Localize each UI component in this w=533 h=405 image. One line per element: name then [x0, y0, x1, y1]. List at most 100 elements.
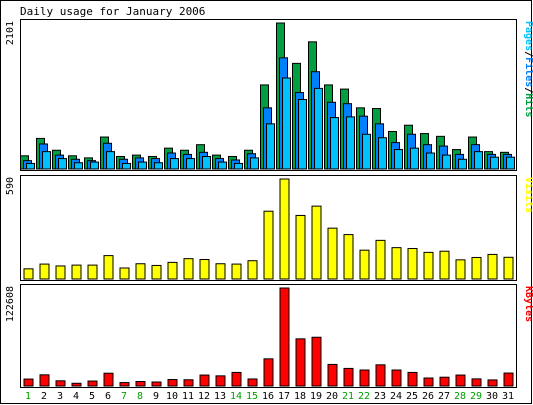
x-tick-label-day-18: 18: [294, 391, 306, 402]
bar-pages-day-23: [378, 137, 387, 170]
bar-visits-day-14: [231, 263, 242, 280]
bar-visits-day-7: [119, 267, 130, 280]
bar-pages-day-3: [58, 158, 67, 170]
bar-kbytes-day-17: [279, 287, 290, 387]
panel-frame-kbytes: [20, 284, 517, 388]
bar-kbytes-day-9: [151, 381, 162, 387]
bar-kbytes-day-11: [183, 379, 194, 387]
bar-visits-day-20: [327, 227, 338, 280]
bar-pages-day-7: [122, 162, 131, 170]
bar-kbytes-day-28: [455, 374, 466, 387]
x-tick-label-day-22: 22: [358, 391, 370, 402]
x-tick-label-day-4: 4: [73, 391, 79, 402]
bar-visits-day-2: [39, 263, 50, 280]
bar-kbytes-day-26: [423, 377, 434, 387]
bar-visits-day-5: [87, 264, 98, 280]
x-tick-label-day-1: 1: [25, 391, 31, 402]
x-tick-label-day-16: 16: [262, 391, 274, 402]
x-tick-label-day-8: 8: [137, 391, 143, 402]
bar-visits-day-3: [55, 265, 66, 280]
bar-pages-day-6: [106, 151, 115, 170]
bar-visits-day-8: [135, 263, 146, 280]
bar-kbytes-day-16: [263, 358, 274, 387]
bar-visits-day-11: [183, 258, 194, 280]
bar-visits-day-1: [23, 268, 34, 280]
x-tick-label-day-6: 6: [105, 391, 111, 402]
bar-visits-day-31: [503, 256, 514, 280]
x-tick-label-day-24: 24: [390, 391, 402, 402]
bar-visits-day-6: [103, 255, 114, 280]
x-tick-label-day-12: 12: [198, 391, 210, 402]
bar-kbytes-day-18: [295, 338, 306, 387]
x-tick-label-day-5: 5: [89, 391, 95, 402]
series-label-part-usage-3: /: [523, 87, 533, 93]
bar-pages-day-2: [42, 151, 51, 170]
bar-pages-day-16: [266, 123, 275, 170]
bar-pages-day-17: [282, 77, 291, 170]
bar-pages-day-30: [490, 156, 499, 170]
bar-kbytes-day-1: [23, 378, 34, 387]
bar-pages-day-28: [458, 158, 467, 170]
bar-visits-day-10: [167, 261, 178, 280]
bar-visits-day-16: [263, 210, 274, 280]
bar-pages-day-12: [202, 155, 211, 170]
x-tick-label-day-7: 7: [121, 391, 127, 402]
x-tick-label-day-2: 2: [41, 391, 47, 402]
bar-visits-day-29: [471, 256, 482, 280]
bar-visits-day-25: [407, 247, 418, 280]
series-label-part-usage-4: Hits: [523, 93, 533, 117]
bar-visits-day-17: [279, 178, 290, 280]
panel-frame-visits: [20, 175, 517, 281]
x-tick-label-day-19: 19: [310, 391, 322, 402]
x-tick-label-day-26: 26: [422, 391, 434, 402]
bar-kbytes-day-20: [327, 363, 338, 387]
bar-pages-day-1: [26, 162, 35, 170]
bar-visits-day-9: [151, 264, 162, 280]
bar-pages-day-18: [298, 99, 307, 170]
panel-frame-usage: [20, 19, 517, 171]
bar-visits-day-4: [71, 264, 82, 280]
bar-pages-day-26: [426, 152, 435, 170]
bar-pages-day-20: [330, 117, 339, 170]
bar-pages-day-15: [250, 157, 259, 170]
bar-kbytes-day-19: [311, 336, 322, 387]
chart-title: Daily usage for January 2006: [20, 5, 205, 18]
bar-visits-day-27: [439, 250, 450, 280]
bar-kbytes-day-8: [135, 381, 146, 387]
bar-kbytes-day-31: [503, 372, 514, 387]
series-label-usage: Pages/Files/Hits: [523, 21, 533, 117]
bar-pages-day-31: [506, 156, 515, 170]
bar-kbytes-day-4: [71, 382, 82, 387]
bar-visits-day-21: [343, 234, 354, 280]
bar-kbytes-day-14: [231, 371, 242, 387]
x-tick-label-day-25: 25: [406, 391, 418, 402]
bar-visits-day-23: [375, 239, 386, 280]
bar-pages-day-14: [234, 162, 243, 170]
bar-kbytes-day-12: [199, 374, 210, 387]
series-label-part-usage-2: Files: [523, 57, 533, 87]
bar-pages-day-19: [314, 87, 323, 170]
bar-pages-day-21: [346, 116, 355, 170]
bar-kbytes-day-6: [103, 372, 114, 387]
ymax-label-kbytes: 122608: [5, 286, 16, 322]
bar-pages-day-5: [90, 161, 99, 170]
bar-pages-day-11: [186, 158, 195, 170]
bar-kbytes-day-15: [247, 378, 258, 387]
series-label-visits: Visits: [523, 177, 533, 213]
x-tick-label-day-17: 17: [278, 391, 290, 402]
x-tick-label-day-21: 21: [342, 391, 354, 402]
bar-kbytes-day-7: [119, 382, 130, 387]
bar-visits-day-28: [455, 259, 466, 280]
x-tick-label-day-11: 11: [182, 391, 194, 402]
bar-kbytes-day-25: [407, 371, 418, 387]
x-tick-label-day-15: 15: [246, 391, 258, 402]
bar-pages-day-29: [474, 151, 483, 170]
bar-kbytes-day-21: [343, 367, 354, 387]
series-label-part-usage-1: /: [523, 51, 533, 57]
ymax-label-usage: 2101: [5, 21, 16, 45]
x-tick-label-day-23: 23: [374, 391, 386, 402]
bar-kbytes-day-2: [39, 374, 50, 387]
bar-visits-day-22: [359, 249, 370, 280]
